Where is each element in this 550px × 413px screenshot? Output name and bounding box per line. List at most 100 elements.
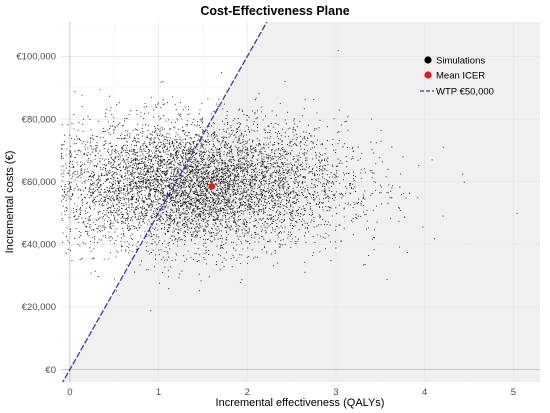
- simulation-point: [155, 106, 157, 108]
- simulation-point: [175, 214, 177, 216]
- simulation-point: [126, 179, 128, 181]
- simulation-point: [346, 146, 349, 148]
- simulation-point: [114, 148, 116, 150]
- simulation-point: [254, 173, 256, 175]
- simulation-point: [85, 197, 87, 199]
- simulation-point: [302, 205, 304, 207]
- simulation-point: [172, 180, 174, 182]
- simulation-point: [291, 167, 293, 169]
- simulation-point: [310, 148, 312, 150]
- simulation-point: [207, 150, 209, 152]
- simulation-point: [147, 173, 149, 175]
- simulation-point: [157, 154, 159, 156]
- simulation-point: [177, 147, 179, 149]
- simulation-point: [207, 139, 209, 141]
- simulation-point: [115, 290, 118, 292]
- simulation-point: [127, 166, 129, 168]
- simulation-point: [187, 153, 189, 155]
- simulation-point: [199, 186, 201, 189]
- simulation-point: [242, 147, 244, 149]
- simulation-point: [190, 164, 192, 166]
- simulation-point: [262, 198, 264, 200]
- simulation-point: [207, 135, 209, 137]
- simulation-point: [142, 163, 144, 165]
- simulation-point: [261, 164, 263, 166]
- simulation-point: [131, 158, 133, 160]
- simulation-point: [227, 128, 229, 130]
- simulation-point: [263, 128, 265, 130]
- simulation-point: [331, 164, 333, 166]
- simulation-point: [303, 190, 305, 192]
- simulation-point: [111, 152, 113, 154]
- simulation-point: [152, 152, 154, 154]
- simulation-point: [109, 187, 111, 189]
- simulation-point: [158, 175, 160, 177]
- simulation-point: [137, 162, 139, 164]
- simulation-point: [239, 236, 241, 238]
- simulation-point: [201, 153, 203, 155]
- simulation-point: [203, 239, 205, 241]
- simulation-point: [99, 89, 101, 91]
- simulation-point: [205, 203, 207, 205]
- simulation-point: [78, 230, 80, 233]
- simulation-point: [236, 228, 238, 230]
- simulation-point: [324, 247, 327, 249]
- simulation-point: [309, 193, 311, 195]
- simulation-point: [320, 165, 322, 167]
- simulation-point: [192, 213, 194, 215]
- simulation-point: [237, 163, 239, 165]
- simulation-point: [159, 217, 161, 219]
- simulation-point: [119, 154, 121, 156]
- simulation-point: [198, 208, 201, 210]
- simulation-point: [154, 254, 156, 256]
- simulation-point: [139, 155, 141, 157]
- simulation-point: [286, 189, 288, 191]
- simulation-point: [202, 152, 204, 154]
- simulation-point: [193, 220, 195, 222]
- simulation-point: [160, 156, 162, 158]
- simulation-point: [275, 190, 277, 192]
- simulation-point: [313, 200, 315, 202]
- simulation-point: [193, 231, 195, 233]
- simulation-point: [229, 158, 231, 160]
- simulation-point: [274, 183, 277, 185]
- simulation-point: [213, 219, 215, 222]
- simulation-point: [112, 120, 114, 122]
- simulation-point: [281, 144, 283, 146]
- simulation-point: [130, 187, 132, 189]
- simulation-point: [113, 129, 115, 131]
- simulation-point: [276, 222, 278, 224]
- simulation-point: [184, 178, 186, 180]
- simulation-point: [91, 176, 93, 178]
- simulation-point: [196, 174, 198, 176]
- simulation-point: [292, 131, 294, 133]
- simulation-point: [296, 240, 298, 242]
- simulation-point: [281, 219, 283, 221]
- simulation-point: [303, 176, 305, 178]
- simulation-point: [172, 211, 174, 213]
- simulation-point: [98, 239, 100, 241]
- simulation-point: [193, 158, 195, 161]
- simulation-point: [192, 209, 194, 211]
- simulation-point: [140, 207, 142, 209]
- simulation-point: [164, 266, 166, 268]
- simulation-point: [254, 151, 257, 153]
- simulation-point: [137, 175, 139, 177]
- simulation-point: [217, 148, 219, 150]
- simulation-point: [152, 165, 154, 167]
- simulation-point: [209, 163, 211, 165]
- simulation-point: [136, 158, 138, 160]
- simulation-point: [160, 185, 163, 187]
- simulation-point: [280, 155, 282, 157]
- simulation-point: [163, 160, 165, 162]
- simulation-point: [361, 177, 363, 180]
- simulation-point: [91, 135, 93, 137]
- simulation-point: [260, 218, 262, 220]
- simulation-point: [97, 152, 99, 155]
- simulation-point: [146, 269, 148, 271]
- simulation-point: [104, 200, 106, 202]
- simulation-point: [184, 182, 187, 184]
- simulation-point: [212, 132, 214, 134]
- simulation-point: [183, 232, 185, 234]
- simulation-point: [93, 191, 95, 193]
